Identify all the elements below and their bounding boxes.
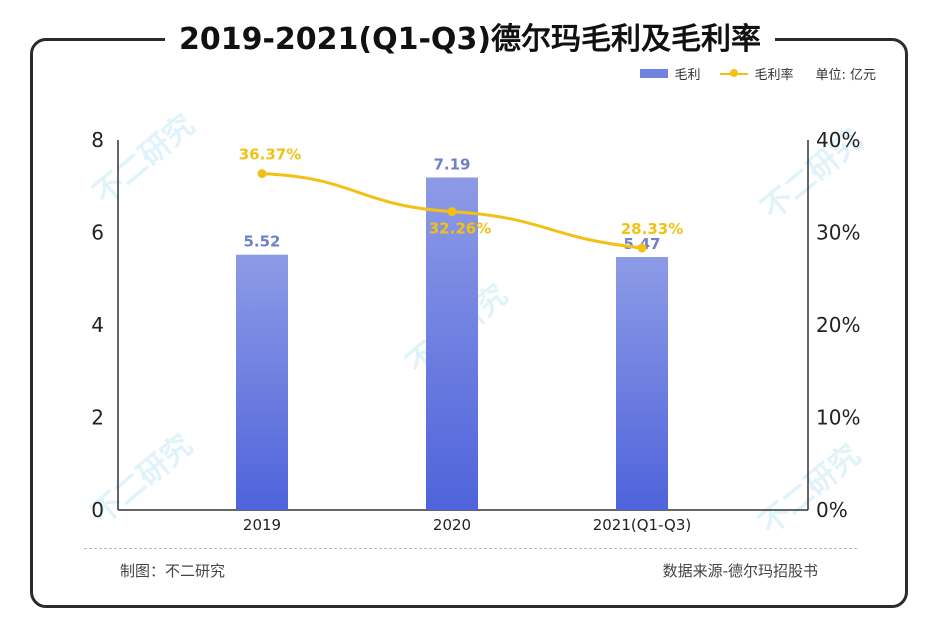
line-value-label: 36.37%	[239, 146, 301, 164]
left-tick-label: 6	[91, 221, 104, 245]
line-point	[637, 243, 647, 253]
legend-unit: 单位: 亿元	[815, 68, 876, 83]
legend-line-label: 毛利率	[754, 68, 794, 83]
x-tick-label: 2019	[243, 516, 281, 534]
x-tick-label: 2020	[433, 516, 471, 534]
right-tick-label: 0%	[816, 498, 848, 522]
chart-title: 2019-2021(Q1-Q3)德尔玛毛利及毛利率	[164, 14, 776, 58]
bar	[236, 254, 288, 510]
legend: 毛利 毛利率 单位: 亿元	[640, 64, 876, 83]
line-value-label: 32.26%	[429, 220, 491, 238]
left-tick-label: 2	[91, 406, 104, 430]
line-value-label: 28.33%	[621, 220, 683, 238]
left-tick-label: 8	[91, 128, 104, 152]
title-wrap: 2019-2021(Q1-Q3)德尔玛毛利及毛利率	[0, 14, 940, 58]
footer-source: 数据来源-德尔玛招股书	[662, 562, 818, 580]
line-point	[447, 207, 457, 217]
right-tick-label: 20%	[816, 313, 860, 337]
legend-bar-label: 毛利	[674, 68, 701, 83]
legend-bar-swatch	[640, 69, 669, 78]
bar-value-label: 5.52	[243, 233, 280, 251]
footer-divider	[84, 548, 857, 549]
footer-credit: 制图：不二研究	[120, 562, 226, 580]
bar	[426, 177, 478, 510]
right-tick-label: 40%	[816, 128, 860, 152]
right-tick-label: 30%	[816, 221, 860, 245]
left-tick-label: 4	[91, 313, 104, 337]
right-tick-label: 10%	[816, 406, 860, 430]
bar-value-label: 7.19	[433, 155, 470, 173]
legend-line-swatch	[720, 68, 749, 77]
left-tick-label: 0	[91, 498, 104, 522]
bar	[616, 257, 668, 510]
x-tick-label: 2021(Q1-Q3)	[593, 516, 692, 534]
line-point	[257, 169, 267, 179]
